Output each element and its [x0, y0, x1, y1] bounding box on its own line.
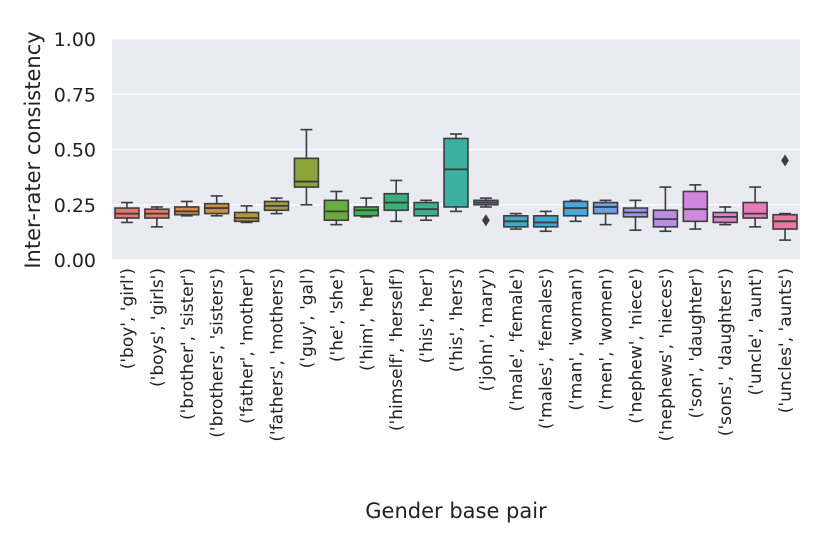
- x-tick-label: ('father', 'mother'): [238, 268, 258, 424]
- y-tick-label: 0.25: [54, 195, 96, 217]
- box: [592, 201, 619, 215]
- box-group: [652, 186, 679, 233]
- y-tick-label: 0.00: [54, 250, 96, 272]
- box-group: [562, 199, 589, 223]
- box-group: [353, 197, 380, 218]
- x-tick-label: ('fathers', 'mothers'): [268, 268, 288, 442]
- box: [532, 215, 559, 228]
- x-tick-label: ('male', 'female'): [507, 268, 527, 412]
- box: [233, 211, 260, 223]
- x-tick-label: ('his', 'her'): [417, 268, 437, 363]
- x-tick-label: ('guy', 'gal'): [297, 268, 317, 368]
- x-tick-labels: ('boy', 'girl') ('boys', 'girls') ('brothe…: [118, 268, 796, 442]
- x-tick-label: ('brother', 'sister'): [178, 268, 198, 420]
- box-group: [742, 186, 768, 228]
- x-tick-label: ('boy', 'girl'): [118, 268, 138, 369]
- x-tick-label: ('he', 'she'): [327, 268, 347, 362]
- box-group: [174, 200, 200, 217]
- box-group: [293, 128, 320, 206]
- box: [323, 199, 350, 222]
- box-group: [203, 195, 230, 217]
- y-tick-label: 0.50: [54, 140, 96, 162]
- box-group: [263, 197, 290, 215]
- outlier-point: [781, 154, 789, 167]
- box-group: [622, 199, 649, 231]
- x-tick-label: ('himself', 'herself'): [387, 268, 407, 431]
- x-tick-label: ('son', 'daughter'): [686, 268, 706, 418]
- x-axis-label: Gender base pair: [365, 499, 547, 523]
- box-group: [323, 190, 350, 226]
- y-tick-label: 1.00: [54, 29, 96, 51]
- box-group: [532, 210, 559, 233]
- x-tick-label: ('him', 'her'): [357, 268, 377, 371]
- box: [293, 157, 320, 188]
- box-group: [233, 205, 260, 224]
- box: [353, 206, 380, 217]
- box: [443, 137, 469, 208]
- x-tick-label: ('man', 'woman'): [567, 268, 587, 411]
- x-tick-label: ('sons', 'daughters'): [716, 268, 736, 436]
- x-tick-label: ('john', 'mary'): [477, 268, 497, 391]
- box-group: [144, 206, 170, 228]
- box-group: [592, 199, 619, 226]
- box-group: [383, 179, 409, 223]
- x-tick-label: ('uncles', 'aunts'): [776, 268, 796, 413]
- box-group: [712, 206, 738, 226]
- box-group: [473, 197, 499, 227]
- outlier-point: [482, 214, 490, 227]
- x-tick-label: ('nephew', 'niece'): [626, 268, 646, 424]
- box-group: [772, 154, 798, 241]
- box-group: [413, 199, 439, 222]
- box-group: [503, 212, 529, 230]
- x-tick-label: ('men', 'women'): [597, 268, 617, 411]
- x-tick-label: ('his', 'hers'): [447, 268, 467, 372]
- y-axis-label: Inter-rater consistency: [21, 31, 45, 268]
- box-group: [114, 201, 140, 224]
- box: [682, 190, 709, 223]
- box: [742, 201, 768, 219]
- x-tick-label: ('nephews', 'nieces'): [656, 268, 676, 441]
- box-group: [682, 184, 709, 230]
- x-tick-label: ('brothers', 'sisters'): [208, 268, 228, 438]
- box-group: [443, 133, 469, 213]
- y-tick-label: 0.75: [54, 84, 96, 106]
- y-tick-labels: 0.00 0.25 0.50 0.75 1.00: [54, 29, 96, 272]
- x-tick-label: ('males', 'females'): [537, 268, 557, 429]
- x-tick-label: ('uncle', 'aunt'): [746, 268, 766, 395]
- x-tick-label: ('boys', 'girls'): [148, 268, 168, 387]
- boxes: [114, 128, 798, 241]
